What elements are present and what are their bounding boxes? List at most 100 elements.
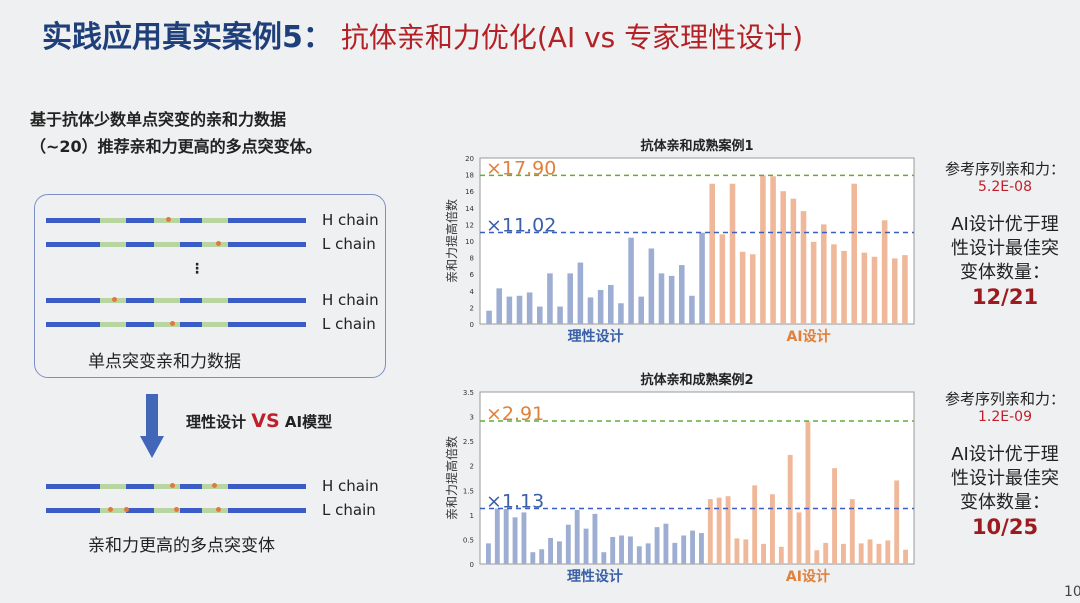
ai-bar <box>851 183 858 324</box>
rational-bar <box>485 543 491 564</box>
y-tick-label: 8 <box>470 255 474 263</box>
rational-bar <box>548 537 554 564</box>
ai-bar <box>841 250 847 324</box>
plot-area <box>479 157 915 325</box>
y-tick-label: 3 <box>470 414 474 422</box>
side-panel-2: 参考序列亲和力： 1.2E-09 AI设计优于理 性设计最佳突 变体数量： 10… <box>930 388 1080 539</box>
best-ai-label: ×17.90 <box>486 157 556 179</box>
l-chain-label: L chain <box>322 235 376 253</box>
rational-bar <box>638 296 645 324</box>
vs-right: AI模型 <box>284 413 333 431</box>
rational-bar <box>628 237 634 324</box>
rational-bar <box>536 306 543 324</box>
ai-bar <box>861 252 868 324</box>
ai-better-text: AI设计优于理 性设计最佳突 变体数量： <box>930 213 1080 285</box>
group-label-rational: 理性设计 <box>567 568 623 585</box>
rational-bar <box>567 273 574 324</box>
rational-bar <box>583 528 589 564</box>
ai-bar <box>719 234 726 324</box>
rational-bar <box>587 297 594 324</box>
y-tick-label: 12 <box>465 221 474 229</box>
ai-bar <box>787 454 793 564</box>
ai-better-text: AI设计优于理 性设计最佳突 变体数量： <box>930 443 1080 515</box>
best-ai-label: ×2.91 <box>486 403 544 425</box>
rational-bar <box>689 295 695 324</box>
ref-affinity-value: 5.2E-08 <box>978 179 1032 195</box>
rational-bar <box>486 310 492 324</box>
description-line-2: （~20）推荐亲和力更高的多点突变体。 <box>30 137 322 156</box>
ai-bar <box>780 191 787 324</box>
ai-bar <box>770 176 776 324</box>
group-label-ai: AI设计 <box>787 328 831 345</box>
rational-bar <box>690 530 696 564</box>
rational-bar <box>619 535 625 564</box>
rational-bar <box>654 527 660 564</box>
ai-bar <box>749 254 756 324</box>
rational-bar <box>645 543 651 564</box>
down-arrow-icon <box>140 394 164 458</box>
best-rational-label: ×1.13 <box>486 490 544 512</box>
y-tick-label: 20 <box>465 155 474 163</box>
single-mutation-box <box>34 194 386 378</box>
rational-bar <box>494 508 500 564</box>
title-main: 实践应用真实案例5： <box>42 20 333 55</box>
ai-better-line-3: 变体数量： <box>960 492 1050 513</box>
rational-bar <box>663 523 669 564</box>
ai-bar <box>903 549 909 564</box>
ai-better-line-1: AI设计优于理 <box>951 214 1059 235</box>
rational-bar <box>658 273 665 324</box>
y-tick-label: 14 <box>465 205 474 213</box>
ai-bar <box>849 499 855 564</box>
ai-bar <box>840 543 846 564</box>
chart-title: 抗体亲和成熟案例1 <box>640 138 753 154</box>
ai-bar <box>881 220 888 324</box>
rational-bar <box>496 288 503 324</box>
ai-bar <box>858 543 864 564</box>
ai-bar <box>743 539 749 564</box>
title-sub: 抗体亲和力优化(AI vs 专家理性设计) <box>340 21 804 54</box>
l-chain-bar <box>46 241 306 247</box>
rational-bar <box>516 295 523 324</box>
ai-bar <box>800 211 807 324</box>
ai-bar <box>739 251 746 324</box>
ai-bar <box>832 468 838 564</box>
rational-bar <box>512 517 518 564</box>
description: 基于抗体少数单点突变的亲和力数据 （~20）推荐亲和力更高的多点突变体。 <box>30 106 322 160</box>
rational-bar <box>636 546 642 564</box>
rational-bar <box>699 232 705 324</box>
ai-bar <box>902 255 908 324</box>
rational-bar <box>506 296 513 324</box>
ai-bar <box>761 543 767 564</box>
rational-bar <box>574 509 580 564</box>
ai-bar <box>734 538 740 564</box>
rational-bar <box>592 513 598 564</box>
ai-bar <box>760 175 766 324</box>
ai-bar <box>725 496 731 564</box>
page-number: 10 <box>1064 584 1080 600</box>
y-tick-label: 6 <box>470 271 475 279</box>
y-tick-label: 0 <box>470 561 474 569</box>
group-label-ai: AI设计 <box>786 568 830 585</box>
vs-label: 理性设计 VS AI模型 <box>186 410 332 432</box>
chart-title: 抗体亲和成熟案例2 <box>640 372 753 388</box>
ellipsis: ⋮ <box>190 261 204 277</box>
h-chain-label: H chain <box>322 211 379 229</box>
y-tick-label: 0 <box>470 321 474 329</box>
rational-bar <box>672 542 678 564</box>
y-tick-label: 2 <box>470 304 474 312</box>
y-tick-label: 1.5 <box>463 487 474 495</box>
chart-case-1: 抗体亲和成熟案例1 0 2 4 6 8 10 12 14 16 18 20 亲和力提高倍数 ×17.90 ×… <box>444 138 915 345</box>
single-mutation-label: 单点突变亲和力数据 <box>88 352 241 372</box>
ai-bar <box>810 241 817 324</box>
rational-bar <box>681 535 687 564</box>
rational-bar <box>698 533 704 564</box>
y-tick-label: 3.5 <box>463 389 474 397</box>
ai-better-ratio: 12/21 <box>971 285 1039 309</box>
l-chain-bar <box>46 321 306 327</box>
rational-bar <box>539 549 545 564</box>
h-chain-label: H chain <box>322 291 379 309</box>
l-chain-label: L chain <box>322 501 376 519</box>
ref-affinity-label: 参考序列亲和力： <box>944 390 1065 408</box>
y-tick-label: 1 <box>470 512 474 520</box>
ref-affinity-value: 1.2E-09 <box>978 409 1032 425</box>
